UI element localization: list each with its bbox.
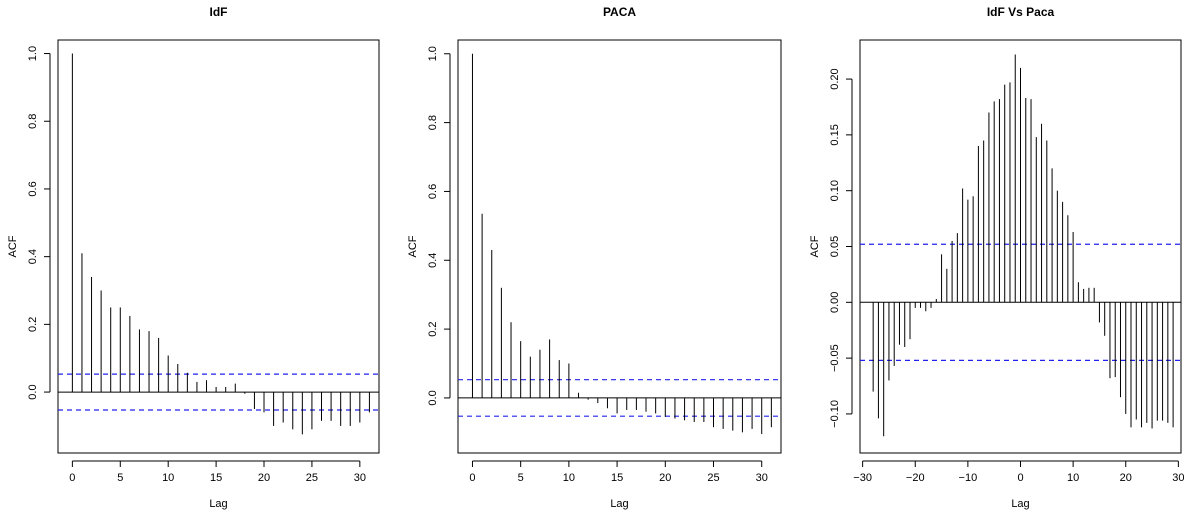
x-tick-label: 15 xyxy=(210,472,222,484)
x-tick-label: 10 xyxy=(1067,472,1079,484)
y-tick-label: 0.20 xyxy=(829,68,841,89)
plot-frame xyxy=(859,39,1182,454)
chart-title: PACA xyxy=(603,5,636,19)
x-tick-label: 25 xyxy=(306,472,318,484)
y-tick-label: 0.05 xyxy=(829,236,841,257)
y-tick-label: 0.8 xyxy=(427,115,439,130)
chart-title: IdF xyxy=(210,5,228,19)
y-tick-label: 0.0 xyxy=(427,390,439,405)
y-tick-label: −0.10 xyxy=(829,400,841,428)
x-tick-label: 5 xyxy=(117,472,123,484)
y-tick-label: 0.15 xyxy=(829,124,841,145)
y-tick-label: 0.0 xyxy=(27,384,39,399)
x-tick-label: 20 xyxy=(1120,472,1132,484)
y-axis-label: ACF xyxy=(7,235,19,257)
x-tick-label: 0 xyxy=(469,472,475,484)
y-tick-label: 0.6 xyxy=(427,184,439,199)
x-tick-label: −30 xyxy=(853,472,872,484)
x-tick-label: 10 xyxy=(563,472,575,484)
x-tick-label: 30 xyxy=(1172,472,1184,484)
plot-frame xyxy=(457,39,782,454)
plot-frame xyxy=(57,39,380,454)
chart-panel-3: IdF Vs Paca −30 −20 −10 0 10 20 30 Lag −0.10 −0.05… xyxy=(809,5,1184,510)
y-tick-label: −0.05 xyxy=(829,344,841,372)
y-tick-label: 0.2 xyxy=(427,321,439,336)
y-tick-label: 0.4 xyxy=(427,253,439,268)
y-tick-label: 0.00 xyxy=(829,292,841,313)
y-tick-label: 1.0 xyxy=(27,46,39,61)
x-tick-label: 30 xyxy=(756,472,768,484)
y-tick-label: 1.0 xyxy=(427,46,439,61)
x-tick-label: 0 xyxy=(1017,472,1023,484)
y-tick-label: 0.6 xyxy=(27,181,39,196)
x-tick-label: 10 xyxy=(162,472,174,484)
x-tick-label: 0 xyxy=(69,472,75,484)
x-tick-label: −20 xyxy=(906,472,925,484)
chart-panel-1: IdF 0 5 10 15 20 25 30 Lag 0.0 0.2 0.4 0.6 0.8 1.0 ACF xyxy=(7,5,380,510)
x-axis-label: Lag xyxy=(1011,498,1029,510)
x-tick-label: 20 xyxy=(258,472,270,484)
x-axis-label: Lag xyxy=(209,498,227,510)
x-tick-label: 20 xyxy=(659,472,671,484)
x-axis-label: Lag xyxy=(610,498,628,510)
y-axis-label: ACF xyxy=(407,235,419,257)
y-axis-label: ACF xyxy=(809,235,821,257)
y-tick-label: 0.8 xyxy=(27,114,39,129)
chart-panel-2: PACA 0 5 10 15 20 25 30 Lag 0.0 0.2 0.4 0.6 0.8 1.0 ACF xyxy=(407,5,782,510)
y-tick-label: 0.4 xyxy=(27,249,39,264)
x-tick-label: 25 xyxy=(707,472,719,484)
x-tick-label: −10 xyxy=(959,472,978,484)
x-tick-label: 30 xyxy=(354,472,366,484)
y-tick-label: 0.10 xyxy=(829,180,841,201)
x-tick-label: 5 xyxy=(518,472,524,484)
x-tick-label: 15 xyxy=(611,472,623,484)
y-tick-label: 0.2 xyxy=(27,317,39,332)
chart-title: IdF Vs Paca xyxy=(987,5,1055,19)
